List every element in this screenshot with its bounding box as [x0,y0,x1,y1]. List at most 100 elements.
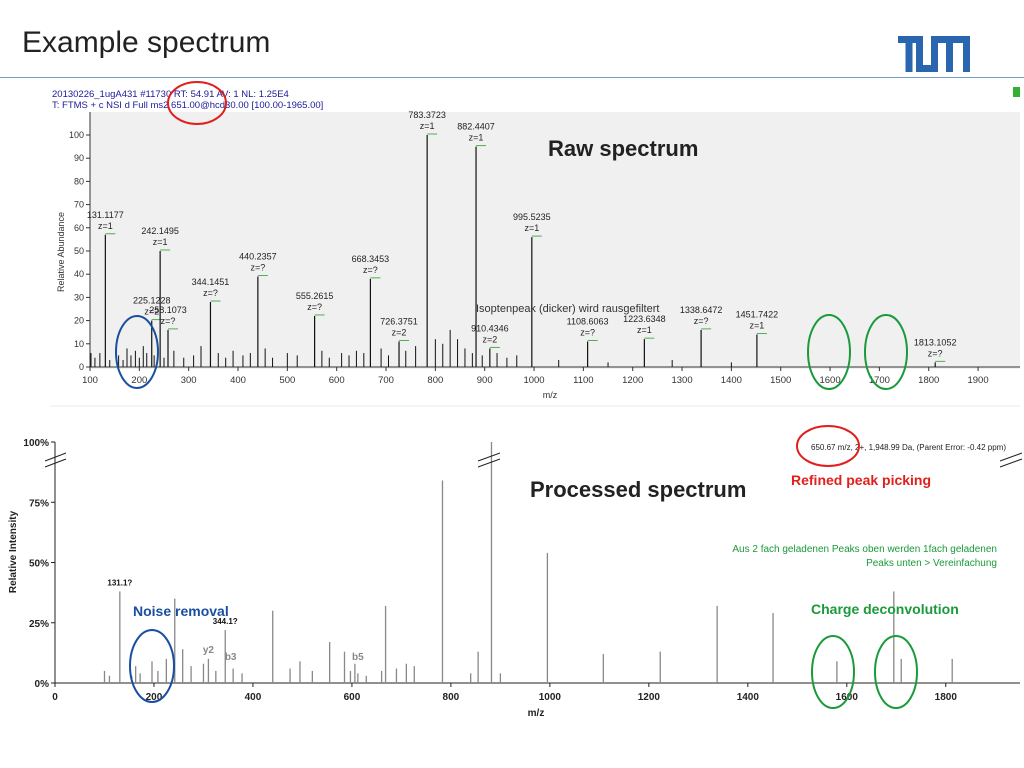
fragment-ion-label: b5 [352,652,364,663]
fragment-ion-label: b3 [225,652,237,663]
raw-peak-mz-label: 668.3453 [352,254,390,264]
raw-peak-mz-label: 131.1177 [87,210,124,220]
raw-y-tick-label: 80 [74,176,84,186]
raw-x-tick-label: 1400 [721,375,742,386]
raw-peak-charge-label: z=2 [144,307,159,317]
refined-peak-picking-label: Refined peak picking [791,472,931,488]
precursor-highlight-circle [796,425,860,467]
raw-y-tick-label: 10 [74,339,84,349]
processed-x-tick-label: 800 [443,692,460,703]
processed-spectrum-panel: 0% 25% 50% 75% 100% 0 200 400 600 800 1000 1200 1400… [8,425,1023,719]
raw-x-tick-label: 1300 [671,375,692,386]
raw-peak-charge-label: z=? [694,316,709,326]
processed-peak-labels: 131.1? 344.1? y2 b3 b5 [107,578,364,663]
processed-x-tick-label: 1000 [539,692,562,703]
raw-peak-mz-label: 783.3723 [408,110,446,120]
processed-y-tick-label: 50% [29,559,49,570]
slide-title: Example spectrum [22,26,271,59]
processed-y-tick-label: 0% [35,679,50,690]
raw-peak-mz-label: 726.3751 [380,316,418,326]
raw-y-tick-label: 20 [74,316,84,326]
raw-peak-mz-label: 1338.6472 [680,305,723,315]
raw-x-tick-label: 600 [329,375,345,386]
processed-charge-circle-2 [874,635,918,709]
raw-y-tick-label: 0 [79,362,84,372]
raw-peak-charge-label: z=1 [524,223,539,233]
raw-peak-mz-label: 555.2615 [296,291,334,301]
charge-note-line1: Aus 2 fach geladenen Peaks oben werden 1… [732,544,997,555]
processed-x-tick-label: 400 [245,692,262,703]
raw-y-tick-label: 30 [74,292,84,302]
raw-peak-charge-label: z=1 [153,237,168,247]
processed-x-tick-label: 200 [146,692,163,703]
processed-y-axis-label: Relative Intensity [8,510,19,593]
raw-peak-charge-label: z=2 [392,327,407,337]
raw-peak-charge-label: z=1 [750,321,765,331]
raw-noise-circle [115,315,159,389]
fragment-ion-label: y2 [203,645,215,656]
raw-peak-charge-label: z=? [363,265,378,275]
raw-corner-marker [1013,87,1020,97]
isotope-note: Isoptenpeak (dicker) wird rausgefiltert [476,303,659,315]
raw-spectrum-panel: 20130226_1ugA431 #11730 RT: 54.91 AV: 1 … [52,81,1020,400]
raw-peak-mz-label: 1451.7422 [736,310,779,320]
raw-charge-circle-1 [807,314,851,390]
raw-x-tick-label: 200 [131,375,147,386]
raw-peak-mz-label: 440.2357 [239,252,277,262]
raw-x-tick-label: 700 [378,375,394,386]
raw-peak-mz-label: 1813.1052 [914,337,957,347]
raw-x-tick-label: 400 [230,375,246,386]
raw-axes: 0 10 20 30 40 50 60 70 80 90 100 100 200 300 400 500 600… [69,112,1020,386]
raw-x-axis-label: m/z [543,390,558,400]
raw-x-tick-label: 1700 [869,375,890,386]
raw-x-tick-label: 900 [477,375,493,386]
processed-spectrum-annotation: Processed spectrum [530,477,746,502]
raw-peak-mz-label: 882.4407 [457,122,495,132]
axis-break-marks [44,452,1023,468]
raw-x-tick-label: 1200 [622,375,643,386]
raw-x-tick-label: 1800 [918,375,939,386]
raw-peak-charge-label: z=? [250,263,265,273]
raw-x-tick-label: 1100 [573,375,593,386]
title-divider [0,77,1024,78]
processed-peak-mz-label: 131.1? [107,578,132,587]
tum-logo [898,36,970,72]
raw-x-tick-label: 1900 [967,375,988,386]
raw-y-tick-label: 70 [74,200,84,210]
processed-peaks [103,442,953,683]
raw-noise-peaks [90,329,732,367]
raw-peak-mz-label: 1108.6063 [567,316,609,326]
raw-peak-charge-label: z=? [307,302,322,312]
raw-peak-mz-label: 910.4346 [471,323,509,333]
processed-x-axis-label: m/z [528,708,545,719]
raw-peak-charge-label: z=2 [482,334,497,344]
raw-x-tick-label: 500 [279,375,295,386]
raw-y-tick-label: 60 [74,223,84,233]
processed-y-tick-label: 100% [23,438,49,449]
raw-peak-mz-label: 242.1495 [141,226,179,236]
raw-peak-mz-label: 225.1228 [133,296,171,306]
raw-labeled-peaks: 131.1177z=1225.1228z=2242.1495z=1258.107… [87,110,957,367]
raw-peak-mz-label: 995.5235 [513,212,551,222]
processed-noise-circle [129,629,175,703]
processed-y-tick-label: 75% [29,498,49,509]
raw-peak-charge-label: z=1 [420,121,435,131]
raw-peak-charge-label: z=1 [637,325,652,335]
processed-x-tick-label: 0 [52,692,58,703]
raw-y-tick-label: 40 [74,269,84,279]
charge-deconvolution-label: Charge deconvolution [811,601,959,617]
raw-peak-mz-label: 344.1451 [192,277,230,287]
raw-header-highlight-circle [167,81,227,125]
raw-y-tick-label: 90 [74,153,84,163]
raw-charge-circle-2 [864,314,908,390]
raw-spectrum-annotation: Raw spectrum [548,136,698,161]
processed-y-tick-label: 25% [29,619,49,630]
raw-x-tick-label: 1000 [523,375,544,386]
raw-peak-charge-label: z=1 [469,133,484,143]
processed-x-tick-label: 1800 [935,692,958,703]
raw-peak-charge-label: z=1 [98,221,113,231]
raw-plot-background [90,112,1020,369]
noise-removal-label: Noise removal [133,603,229,619]
raw-peak-mz-label: 1223.6348 [623,314,666,324]
